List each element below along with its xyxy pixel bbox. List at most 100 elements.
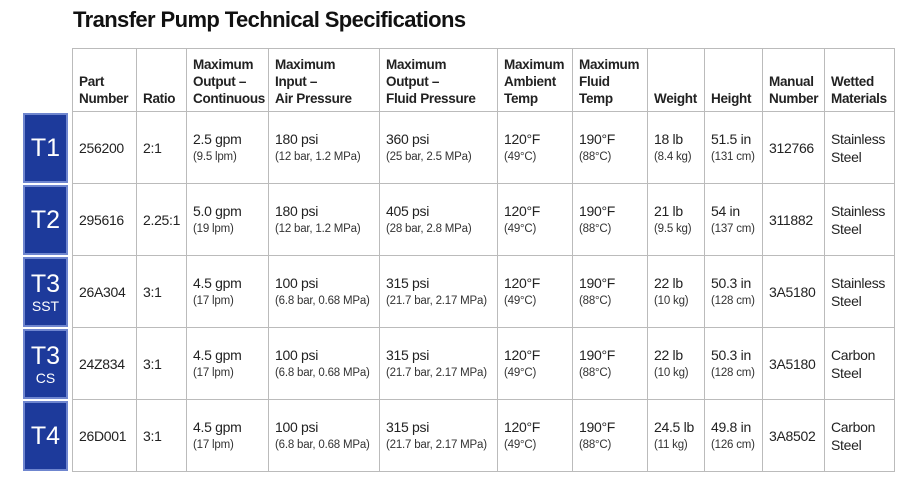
cell-main: 120°F [504, 130, 541, 147]
cell-sub: (19 lpm) [193, 222, 234, 235]
cell: 100 psi (6.8 bar, 0.68 MPa) [269, 328, 380, 400]
row-sublabel: CS [35, 369, 56, 386]
header-cell: Maximum Output – Fluid Pressure [380, 48, 498, 112]
cell-text: 24Z834 [79, 355, 125, 372]
cell: 190°F (88°C) [573, 184, 648, 256]
header-line: Continuous [193, 91, 265, 106]
cell: 22 lb (10 kg) [648, 256, 705, 328]
cell: 190°F (88°C) [573, 328, 648, 400]
cell-main: 180 psi [275, 202, 319, 219]
cell: 4.5 gpm (17 lpm) [187, 328, 269, 400]
cell: 3:1 [137, 328, 187, 400]
cell-sub: (9.5 lpm) [193, 150, 237, 163]
cell: 50.3 in (128 cm) [705, 328, 763, 400]
cell: 120°F (49°C) [498, 184, 573, 256]
header-line: Number [79, 91, 129, 106]
header-line: Temp [579, 91, 613, 106]
cell-main: 22 lb [654, 274, 683, 291]
cell-text: 3:1 [143, 283, 162, 300]
cell-main: 405 psi [386, 202, 430, 219]
header-cell: Ratio [137, 48, 187, 112]
header-line: Air Pressure [275, 91, 352, 106]
title: Transfer Pump Technical Specifications [73, 7, 466, 32]
cell-main: 190°F [579, 346, 616, 363]
cell-main: 2.5 gpm [193, 130, 242, 147]
cell-line: Steel [831, 364, 862, 381]
cell-line: Stainless [831, 274, 886, 291]
cell: 295616 [72, 184, 137, 256]
row-label: T3 [30, 341, 61, 370]
cell-main: 4.5 gpm [193, 274, 242, 291]
cell-sub: (88°C) [579, 150, 612, 163]
cell: 180 psi (12 bar, 1.2 MPa) [269, 112, 380, 184]
header-cell: Maximum Fluid Temp [573, 48, 648, 112]
cell-sub: (11 kg) [654, 438, 688, 451]
cell: 315 psi (21.7 bar, 2.17 MPa) [380, 400, 498, 472]
header-line: Input – [275, 74, 318, 89]
cell: Stainless Steel [825, 256, 895, 328]
cell-text: 256200 [79, 139, 124, 156]
header-cell: Maximum Ambient Temp [498, 48, 573, 112]
cell: Stainless Steel [825, 184, 895, 256]
header-line: Fluid [579, 74, 610, 89]
cell-sub: (126 cm) [711, 438, 755, 451]
row-tag: T4 [23, 401, 68, 471]
cell-main: 100 psi [275, 346, 319, 363]
cell-main: 51.5 in [711, 130, 751, 147]
cell-text: 2.25:1 [143, 211, 181, 228]
cell-main: 190°F [579, 130, 616, 147]
cell-line: Steel [831, 148, 862, 165]
cell-main: 4.5 gpm [193, 346, 242, 363]
header-line: Manual [769, 74, 814, 89]
cell-main: 49.8 in [711, 418, 751, 435]
header-line: Fluid Pressure [386, 91, 476, 106]
cell: 190°F (88°C) [573, 256, 648, 328]
cell: 190°F (88°C) [573, 112, 648, 184]
cell-sub: (10 kg) [654, 294, 689, 307]
cell-main: 190°F [579, 274, 616, 291]
cell-sub: (6.8 bar, 0.68 MPa) [275, 438, 370, 451]
header-line: Maximum [579, 57, 640, 72]
row-label: T4 [30, 421, 61, 450]
cell-text: 3A8502 [769, 427, 816, 444]
cell: 26D001 [72, 400, 137, 472]
cell: 120°F (49°C) [498, 328, 573, 400]
cell-line: Steel [831, 436, 862, 453]
header-line: Maximum [193, 57, 254, 72]
header-line: Materials [831, 91, 887, 106]
cell-sub: (49°C) [504, 438, 537, 451]
cell: 3A5180 [763, 256, 825, 328]
header-line: Maximum [386, 57, 447, 72]
cell-text: 2:1 [143, 139, 162, 156]
cell: Carbon Steel [825, 328, 895, 400]
cell-line: Steel [831, 292, 862, 309]
cell-sub: (137 cm) [711, 222, 755, 235]
cell-main: 100 psi [275, 274, 319, 291]
cell: 5.0 gpm (19 lpm) [187, 184, 269, 256]
cell-line: Carbon [831, 418, 876, 435]
header-line: Output – [386, 74, 440, 89]
row-label: T3 [30, 269, 61, 298]
header-line: Number [769, 91, 819, 106]
cell-text: 26D001 [79, 427, 127, 444]
cell: 18 lb (8.4 kg) [648, 112, 705, 184]
header-line: Maximum [504, 57, 565, 72]
cell-sub: (131 cm) [711, 150, 755, 163]
row-label: T2 [30, 205, 61, 234]
cell-sub: (12 bar, 1.2 MPa) [275, 150, 361, 163]
cell: 22 lb (10 kg) [648, 328, 705, 400]
cell-text: 312766 [769, 139, 814, 156]
header-cell: Height [705, 48, 763, 112]
cell: 315 psi (21.7 bar, 2.17 MPa) [380, 328, 498, 400]
cell-main: 120°F [504, 274, 541, 291]
cell-main: 180 psi [275, 130, 319, 147]
cell-line: Stainless [831, 202, 886, 219]
cell-sub: (8.4 kg) [654, 150, 692, 163]
cell-text: 3:1 [143, 427, 162, 444]
cell-sub: (12 bar, 1.2 MPa) [275, 222, 361, 235]
cell-main: 190°F [579, 202, 616, 219]
cell: 49.8 in (126 cm) [705, 400, 763, 472]
row-sublabel: SST [31, 297, 60, 314]
cell: 3:1 [137, 256, 187, 328]
cell-main: 21 lb [654, 202, 683, 219]
